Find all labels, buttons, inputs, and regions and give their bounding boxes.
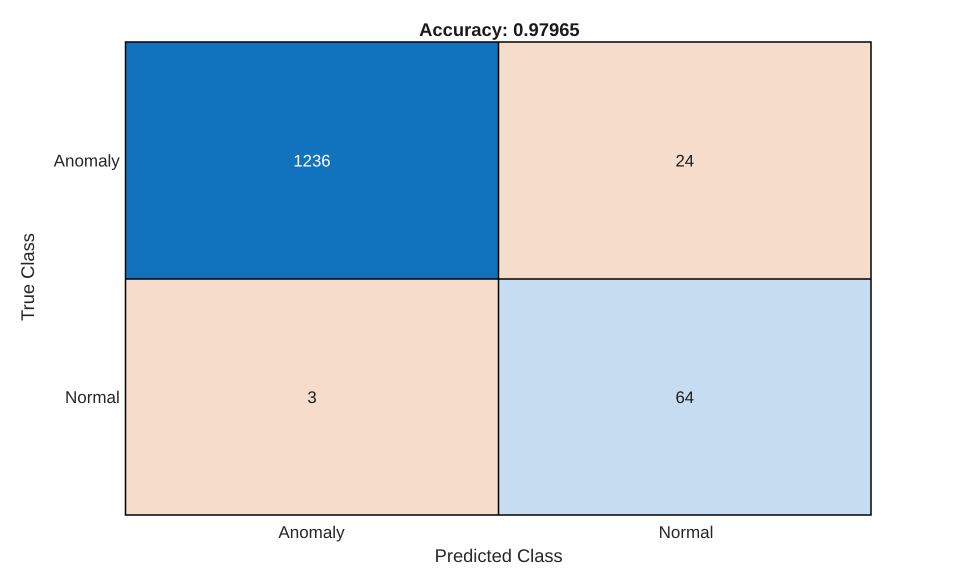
svg-text:Normal: Normal [659,523,714,542]
svg-text:Predicted Class: Predicted Class [435,545,563,566]
svg-text:True Class: True Class [17,233,38,321]
svg-text:3: 3 [307,388,316,407]
svg-text:Anomaly: Anomaly [278,523,345,542]
svg-text:24: 24 [675,152,694,171]
svg-text:Anomaly: Anomaly [54,152,121,171]
svg-text:1236: 1236 [293,152,330,171]
svg-text:Normal: Normal [65,388,120,407]
svg-text:Accuracy: 0.97965: Accuracy: 0.97965 [419,19,580,40]
svg-text:64: 64 [675,388,694,407]
